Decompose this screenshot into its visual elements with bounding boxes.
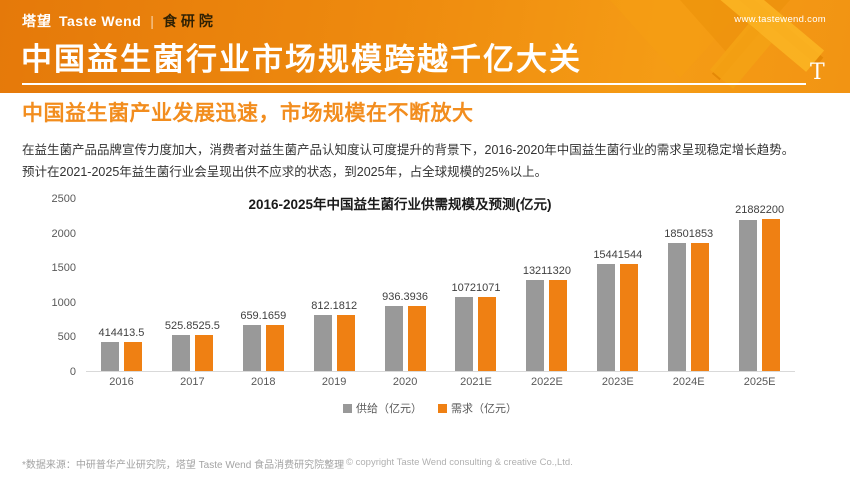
website-url[interactable]: www.tastewend.com <box>734 14 826 25</box>
y-axis-tick: 1500 <box>51 262 76 275</box>
bar-group: 10721071 2021E <box>441 199 512 388</box>
y-axis-tick: 2500 <box>51 193 76 205</box>
supply-bar <box>242 325 261 371</box>
brand-logo: 塔望 Taste Wend | 食研院 <box>22 11 217 31</box>
x-axis-label: 2018 <box>251 376 276 388</box>
bar-value-label: 812.1812 <box>311 299 358 312</box>
demand-bar <box>762 218 781 371</box>
supply-bar <box>100 342 119 371</box>
bar-value-label: 659.1659 <box>240 310 287 323</box>
demand-bar <box>336 314 355 371</box>
bar-value-label: 13211320 <box>522 264 571 277</box>
bar-group: 936.3936 2020 <box>370 199 441 388</box>
header: 塔望 Taste Wend | 食研院 www.tastewend.com 中国… <box>0 0 850 93</box>
demand-bar <box>620 264 639 371</box>
demand-bar <box>265 325 284 371</box>
supply-bar <box>171 334 190 371</box>
t-letter-mark: T <box>810 60 825 85</box>
demand-bar <box>407 306 426 371</box>
supply-bar <box>455 296 474 371</box>
bar-group: 13211320 2022E <box>511 199 582 388</box>
supply-bar <box>739 219 758 371</box>
bar-group: 525.8525.5 2017 <box>157 199 228 388</box>
bar-value-label: 18501853 <box>664 227 714 240</box>
x-axis-label: 2023E <box>601 376 634 388</box>
plot-area: 0 500 1000 1500 2000 2500 414413.5 2016 525.8525… <box>52 193 795 388</box>
bar-group: 659.1659 2018 <box>228 199 299 388</box>
y-axis-tick: 0 <box>69 366 76 378</box>
demand-bar <box>123 342 142 371</box>
x-axis-label: 2017 <box>180 376 205 388</box>
x-axis-label: 2024E <box>672 376 705 388</box>
bar-group: 812.1812 2019 <box>299 199 370 388</box>
supply-bar <box>597 264 616 371</box>
brand-logo-sub: 食研院 <box>162 13 217 29</box>
bar-value-label: 15441544 <box>593 249 643 262</box>
body-paragraph-1: 在益生菌产品品牌宣传力度加大，消费者对益生菌产品认知度认可度提升的背景下，201… <box>22 143 795 157</box>
y-axis-tick: 2000 <box>51 227 76 240</box>
page-title: 中国益生菌行业市场规模跨越千亿大关 <box>21 42 582 77</box>
bar-value-label: 414413.5 <box>98 327 145 340</box>
demand-bar <box>478 296 497 371</box>
supply-bar <box>313 314 332 371</box>
data-source-note: *数据来源：中研普华产业研究院，塔望 Taste Wend 食品消费研究院整理 <box>22 460 345 471</box>
demand-bar <box>194 334 213 371</box>
body-paragraph-2: 预计在2021-2025年益生菌行业会呈现出供不应求的状态，到2025年，占全球… <box>22 165 548 179</box>
bar-value-label: 10721071 <box>451 281 501 294</box>
x-axis-label: 2022E <box>530 376 563 388</box>
chart-title: 2016-2025年中国益生菌行业供需规模及预测(亿元) <box>248 197 552 212</box>
demand-legend-label: 需求（亿元） <box>451 403 517 415</box>
chart-legend: 供给（亿元） 需求（亿元） <box>0 400 850 416</box>
y-axis-tick: 1000 <box>51 296 76 309</box>
bar-value-label: 21882200 <box>735 203 785 216</box>
x-axis-label: 2019 <box>321 376 347 388</box>
demand-legend-swatch <box>438 403 447 413</box>
y-axis-tick: 500 <box>57 331 76 344</box>
bar-group: 15441544 2023E <box>582 199 653 388</box>
bar-group: 21882200 2025E <box>724 199 795 388</box>
bar-group: 414413.5 2016 <box>86 199 157 388</box>
x-axis-label: 2016 <box>109 376 134 388</box>
brand-logo-cn: 塔望 <box>22 13 52 29</box>
supply-legend-label: 供给（亿元） <box>356 403 422 415</box>
supply-legend-swatch <box>343 403 352 413</box>
x-axis-label: 2025E <box>743 376 776 388</box>
demand-bar <box>549 279 568 371</box>
supply-bar <box>526 279 545 371</box>
t-logo-graphic <box>610 0 825 89</box>
header-underline <box>22 83 806 85</box>
x-axis-label: 2020 <box>392 376 418 388</box>
demand-bar <box>691 242 710 371</box>
brand-logo-en: Taste Wend <box>59 13 142 29</box>
bar-group: 18501853 2024E <box>653 199 724 388</box>
section-heading: 中国益生菌产业发展迅速，市场规模在不断放大 <box>22 102 474 125</box>
copyright-note: © copyright Taste Wend consulting & crea… <box>346 457 573 468</box>
x-axis-label: 2021E <box>460 376 492 388</box>
supply-bar <box>384 306 403 371</box>
legend-item-demand: 需求（亿元） <box>438 400 517 416</box>
bar-value-label: 936.3936 <box>382 291 429 304</box>
supply-bar <box>668 243 687 371</box>
bar-value-label: 525.8525.5 <box>164 319 220 332</box>
brand-divider: | <box>150 13 154 29</box>
legend-item-supply: 供给（亿元） <box>343 400 422 416</box>
